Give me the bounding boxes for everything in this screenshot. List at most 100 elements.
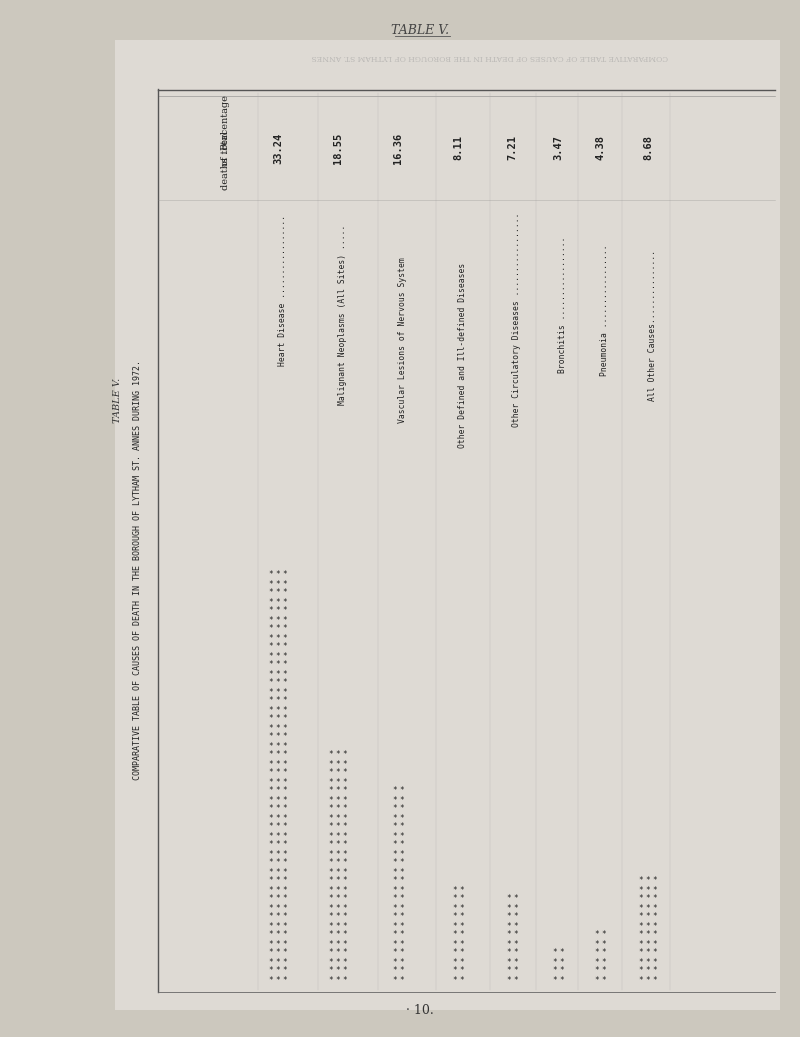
Text: *: * — [392, 976, 397, 984]
Text: *: * — [329, 949, 334, 957]
Text: *: * — [342, 913, 347, 922]
Text: *: * — [269, 786, 274, 795]
Text: *: * — [392, 966, 397, 976]
Text: *: * — [329, 930, 334, 940]
Text: *: * — [646, 922, 650, 930]
Text: *: * — [269, 795, 274, 805]
Text: *: * — [342, 903, 347, 913]
Text: *: * — [594, 966, 599, 976]
Text: *: * — [638, 940, 643, 949]
Text: *: * — [392, 930, 397, 940]
Text: *: * — [329, 966, 334, 976]
Text: *: * — [282, 670, 287, 678]
Text: *: * — [282, 661, 287, 670]
Text: *: * — [269, 643, 274, 651]
Text: *: * — [282, 697, 287, 705]
Text: *: * — [269, 903, 274, 913]
Text: *: * — [342, 778, 347, 786]
Text: *: * — [269, 732, 274, 741]
Text: *: * — [392, 841, 397, 849]
Text: *: * — [269, 895, 274, 903]
Text: *: * — [653, 895, 658, 903]
Text: *: * — [336, 930, 340, 940]
Text: *: * — [336, 859, 340, 868]
Text: *: * — [399, 832, 404, 841]
Text: *: * — [392, 786, 397, 795]
Text: *: * — [646, 913, 650, 922]
Text: *: * — [399, 786, 404, 795]
Text: *: * — [638, 895, 643, 903]
Text: *: * — [269, 922, 274, 930]
Text: *: * — [329, 759, 334, 768]
Text: *: * — [342, 976, 347, 984]
Text: *: * — [459, 913, 464, 922]
Text: *: * — [329, 886, 334, 895]
Text: *: * — [269, 913, 274, 922]
Text: Other Circulatory Diseases .................: Other Circulatory Diseases .............… — [512, 213, 521, 427]
Text: *: * — [282, 966, 287, 976]
Text: *: * — [282, 868, 287, 876]
Text: *: * — [342, 868, 347, 876]
Text: *: * — [552, 957, 557, 966]
Text: *: * — [282, 688, 287, 697]
Text: *: * — [276, 895, 280, 903]
Text: *: * — [552, 976, 557, 984]
Text: *: * — [336, 940, 340, 949]
Text: *: * — [336, 913, 340, 922]
Text: *: * — [513, 922, 518, 930]
Text: *: * — [282, 957, 287, 966]
Text: *: * — [282, 940, 287, 949]
Text: *: * — [653, 949, 658, 957]
Text: *: * — [329, 751, 334, 759]
Text: *: * — [653, 886, 658, 895]
Text: *: * — [269, 661, 274, 670]
Text: *: * — [276, 714, 280, 724]
Text: *: * — [506, 922, 511, 930]
Text: *: * — [559, 949, 564, 957]
Text: *: * — [452, 913, 457, 922]
Text: *: * — [342, 940, 347, 949]
Text: *: * — [276, 849, 280, 859]
Text: *: * — [399, 903, 404, 913]
Text: *: * — [276, 930, 280, 940]
Text: *: * — [336, 805, 340, 813]
Text: *: * — [392, 868, 397, 876]
Text: *: * — [399, 841, 404, 849]
Text: *: * — [276, 876, 280, 886]
Text: *: * — [342, 957, 347, 966]
Text: *: * — [276, 741, 280, 751]
Text: *: * — [282, 607, 287, 616]
Text: *: * — [336, 759, 340, 768]
Text: *: * — [282, 651, 287, 661]
Text: *: * — [282, 841, 287, 849]
Text: *: * — [282, 624, 287, 634]
Text: *: * — [452, 949, 457, 957]
Text: *: * — [336, 778, 340, 786]
Text: *: * — [336, 949, 340, 957]
Text: *: * — [282, 922, 287, 930]
Text: *: * — [399, 966, 404, 976]
Text: *: * — [638, 913, 643, 922]
Text: *: * — [269, 822, 274, 832]
Text: *: * — [392, 822, 397, 832]
Text: *: * — [276, 651, 280, 661]
Text: deaths .: deaths . — [221, 150, 230, 190]
Text: *: * — [601, 930, 606, 940]
Text: *: * — [506, 957, 511, 966]
Text: *: * — [459, 976, 464, 984]
Text: of total: of total — [221, 131, 230, 166]
Text: *: * — [506, 895, 511, 903]
Text: *: * — [646, 903, 650, 913]
Text: *: * — [276, 759, 280, 768]
Text: 7.21: 7.21 — [507, 136, 517, 161]
Text: *: * — [452, 895, 457, 903]
Text: *: * — [399, 930, 404, 940]
Text: *: * — [653, 930, 658, 940]
Text: *: * — [276, 768, 280, 778]
Text: *: * — [276, 643, 280, 651]
Text: *: * — [269, 580, 274, 589]
Text: *: * — [329, 976, 334, 984]
Text: *: * — [601, 976, 606, 984]
Text: *: * — [329, 805, 334, 813]
Text: *: * — [559, 966, 564, 976]
